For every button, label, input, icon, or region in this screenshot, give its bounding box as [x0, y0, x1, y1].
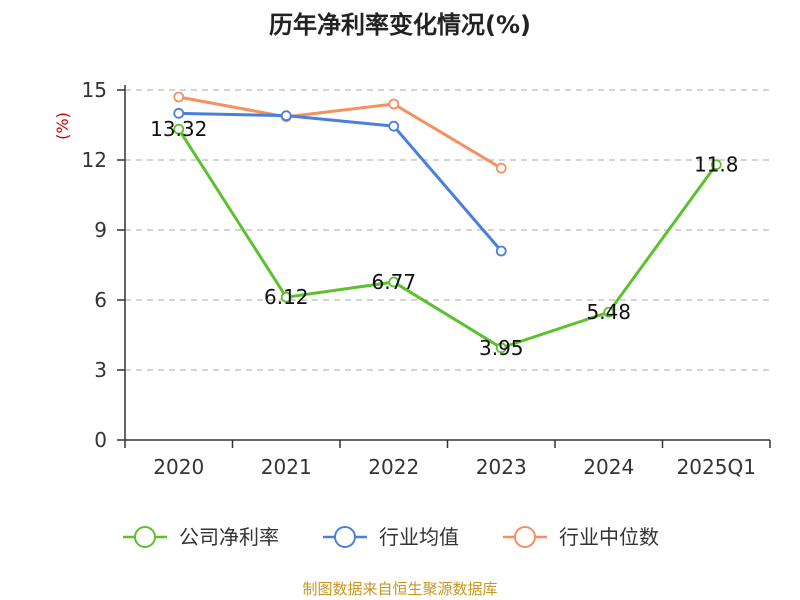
x-tick-label: 2024: [583, 455, 634, 479]
series-industry-average-point: [495, 245, 507, 257]
grid-lines: [125, 89, 770, 371]
series-industry-average-point: [173, 107, 185, 119]
legend-label: 行业中位数: [559, 525, 659, 549]
series-company-net-margin-point: [710, 159, 722, 171]
legend-swatch-marker: [334, 526, 356, 548]
series-company-net-margin-point: [280, 291, 292, 303]
series-company-net-margin-point: [603, 306, 615, 318]
x-tick-label: 2020: [153, 455, 204, 479]
legend-swatch-marker: [514, 526, 536, 548]
data-label: 5.48: [586, 300, 631, 324]
y-tick-label: 9: [94, 218, 107, 242]
series-company-net-margin-point: [388, 276, 400, 288]
data-labels: 13.32 6.12 6.77 3.95 5.48 11.8: [150, 117, 738, 360]
x-tick-label: 2023: [476, 455, 527, 479]
legend-swatch-marker: [134, 526, 156, 548]
legend-label: 行业均值: [379, 525, 459, 549]
chart-title: 历年净利率变化情况(%): [269, 11, 531, 39]
x-tick-label: 2021: [261, 455, 312, 479]
y-tick-label: 12: [82, 148, 107, 172]
series-company-net-margin-point: [495, 342, 507, 354]
series-company-net-margin-line: [177, 128, 718, 350]
y-tick-label: 0: [94, 428, 107, 452]
series-industry-median-point: [495, 162, 507, 174]
x-tick-label: 2025Q1: [677, 455, 756, 479]
legend: 公司净利率 行业均值 行业中位数: [123, 525, 659, 549]
y-tick-label: 3: [94, 358, 107, 382]
legend-label: 公司净利率: [179, 525, 279, 549]
x-tick-label: 2022: [368, 455, 419, 479]
series-industry-average-point: [388, 120, 400, 132]
data-label: 3.95: [479, 336, 524, 360]
series-company-net-margin-point: [173, 123, 185, 135]
series-industry-average-point: [280, 110, 292, 122]
data-label: 11.8: [694, 153, 739, 177]
data-label: 6.12: [264, 285, 309, 309]
axes: 0 3 6 9 12 15 2020 2021 2022 2023 2024 2025Q1: [82, 78, 771, 479]
y-axis-unit: (%): [53, 112, 72, 140]
y-tick-label: 15: [82, 78, 107, 102]
series-lines: [173, 91, 722, 354]
y-tick-label: 6: [94, 288, 107, 312]
data-label: 6.77: [371, 270, 416, 294]
source-note: 制图数据来自恒生聚源数据库: [302, 580, 497, 598]
series-industry-median-point: [388, 98, 400, 110]
series-industry-median-line: [178, 95, 503, 170]
series-industry-average-line: [178, 111, 503, 252]
data-label: 13.32: [150, 117, 207, 141]
series-industry-median-point: [173, 91, 185, 103]
